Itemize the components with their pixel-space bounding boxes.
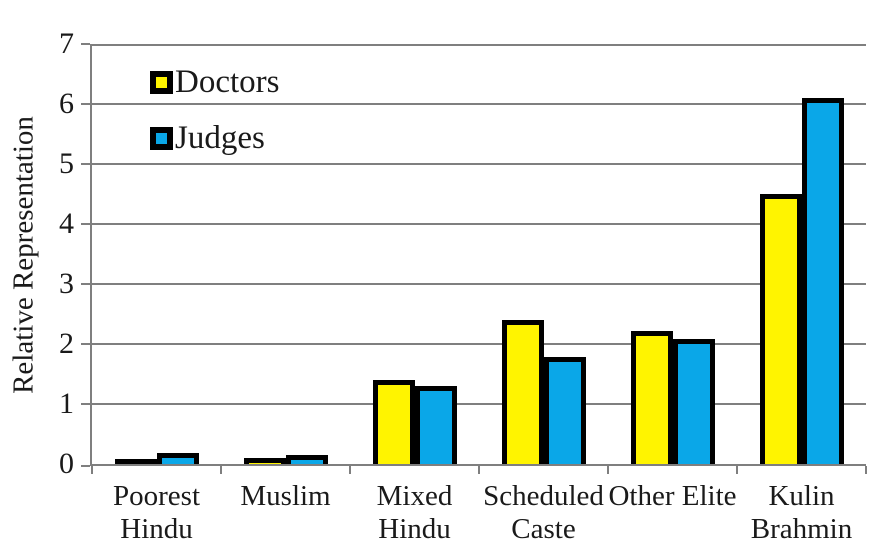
category-label-line: Muslim xyxy=(240,480,331,512)
x-axis-tick-6 xyxy=(865,466,867,474)
category-label-kulin-brahmin: Kulin Brahmin xyxy=(727,480,877,546)
x-axis-tick-4 xyxy=(607,466,609,474)
y-axis-tick-label-2: 2 xyxy=(59,327,74,360)
y-axis-tick-2 xyxy=(81,343,90,345)
x-axis-tick-3 xyxy=(478,466,480,474)
y-axis-tick-5 xyxy=(81,163,90,165)
y-axis-tick-1 xyxy=(81,403,90,405)
y-axis-tick-3 xyxy=(81,283,90,285)
legend-label-doctors: Doctors xyxy=(175,64,280,100)
category-label-line: Hindu xyxy=(120,513,193,545)
legend: Doctors Judges xyxy=(150,64,279,176)
doctors-bar-scheduled-caste xyxy=(501,320,544,464)
y-axis-tick-label-1: 1 xyxy=(59,387,74,420)
judges-bar-mixed-hindu xyxy=(414,386,457,464)
category-label-line: Scheduled xyxy=(483,480,604,512)
gridline-y-5 xyxy=(92,163,866,165)
x-axis-tick-0 xyxy=(91,466,93,474)
judges-bar-other-elite xyxy=(672,339,715,464)
legend-item-doctors: Doctors xyxy=(150,64,279,100)
y-axis-tick-label-3: 3 xyxy=(59,267,74,300)
doctors-legend-swatch xyxy=(150,70,173,94)
gridline-y-4 xyxy=(92,223,866,225)
category-label-line: Other Elite xyxy=(608,480,737,512)
y-axis-tick-7 xyxy=(81,43,90,45)
gridline-y-3 xyxy=(92,283,866,285)
category-label-poorest-hindu: Poorest Hindu xyxy=(82,480,232,546)
legend-item-judges: Judges xyxy=(150,120,279,156)
judges-bar-poorest-hindu xyxy=(156,453,199,464)
plot-area xyxy=(90,44,866,466)
category-label-line: Kulin xyxy=(768,480,835,512)
y-axis-tick-label-7: 7 xyxy=(59,27,74,60)
category-label-line: Brahmin xyxy=(750,513,853,545)
y-axis-tick-6 xyxy=(81,103,90,105)
doctors-bar-other-elite xyxy=(630,330,673,464)
y-axis-tick-label-0: 0 xyxy=(59,447,74,480)
gridline-y-7 xyxy=(92,44,866,46)
category-label-scheduled-caste: Scheduled Caste xyxy=(469,480,619,546)
legend-label-judges: Judges xyxy=(175,120,265,156)
doctors-bar-kulin-brahmin xyxy=(759,194,802,464)
judges-bar-muslim xyxy=(285,455,328,464)
category-label-other-elite: Other Elite xyxy=(598,480,748,513)
x-axis-tick-5 xyxy=(736,466,738,474)
doctors-bar-poorest-hindu xyxy=(114,459,157,464)
category-label-mixed-hindu: Mixed Hindu xyxy=(340,480,490,546)
doctors-bar-muslim xyxy=(243,458,286,464)
y-axis-tick-label-4: 4 xyxy=(59,207,74,240)
y-axis-tick-0 xyxy=(81,465,90,467)
doctors-bar-mixed-hindu xyxy=(372,380,415,464)
x-axis-tick-1 xyxy=(220,466,222,474)
judges-bar-kulin-brahmin xyxy=(801,98,844,464)
category-label-line: Mixed xyxy=(376,480,453,512)
y-axis-tick-4 xyxy=(81,223,90,225)
category-label-line: Poorest xyxy=(113,480,200,512)
category-label-line: Caste xyxy=(511,513,576,545)
category-label-line: Hindu xyxy=(378,513,451,545)
y-axis-tick-label-6: 6 xyxy=(59,87,74,120)
y-axis-tick-label-5: 5 xyxy=(59,147,74,180)
judges-legend-swatch xyxy=(150,126,173,150)
category-label-muslim: Muslim xyxy=(211,480,361,513)
x-axis-tick-2 xyxy=(349,466,351,474)
gridline-y-6 xyxy=(92,103,866,105)
gridline-y-2 xyxy=(92,343,866,345)
gridline-y-1 xyxy=(92,403,866,405)
judges-bar-scheduled-caste xyxy=(543,357,586,464)
